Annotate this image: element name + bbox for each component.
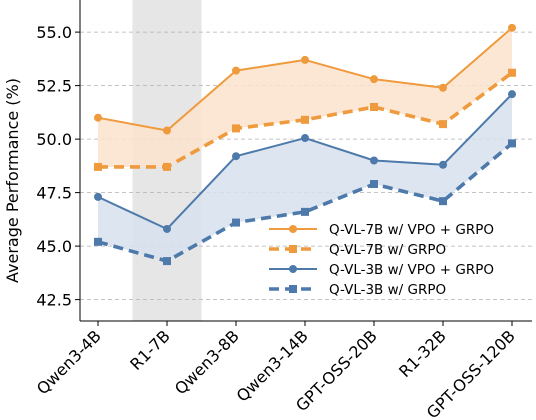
y-tick-label: 55.0 bbox=[36, 23, 72, 42]
data-point bbox=[232, 152, 240, 161]
x-tick-label: Qwen3-8B bbox=[171, 326, 243, 398]
data-point bbox=[508, 90, 516, 99]
data-point bbox=[439, 197, 447, 206]
data-point bbox=[301, 134, 309, 143]
data-point bbox=[508, 23, 516, 32]
data-point bbox=[163, 224, 171, 233]
legend-marker bbox=[289, 265, 297, 273]
data-point bbox=[439, 83, 447, 92]
data-point bbox=[163, 126, 171, 135]
x-tick-label: Qwen3-4B bbox=[33, 326, 105, 398]
data-point bbox=[163, 257, 171, 266]
legend-label: Q-VL-3B w/ GRPO bbox=[329, 282, 446, 298]
data-point bbox=[370, 156, 378, 165]
data-point bbox=[232, 218, 240, 227]
data-point bbox=[439, 120, 447, 129]
data-point bbox=[370, 180, 378, 189]
data-point bbox=[94, 237, 102, 246]
legend-marker bbox=[289, 225, 297, 233]
data-point bbox=[232, 66, 240, 75]
data-point bbox=[370, 75, 378, 84]
data-point bbox=[232, 124, 240, 133]
legend-label: Q-VL-3B w/ VPO + GRPO bbox=[329, 262, 494, 278]
data-point bbox=[94, 192, 102, 201]
y-axis-title: Average Performance (%) bbox=[3, 78, 22, 283]
legend-label: Q-VL-7B w/ VPO + GRPO bbox=[329, 222, 494, 238]
data-point bbox=[301, 207, 309, 216]
y-tick-label: 45.0 bbox=[36, 237, 72, 256]
shaded-band bbox=[98, 27, 512, 167]
data-point bbox=[301, 55, 309, 64]
data-point bbox=[370, 103, 378, 111]
data-point bbox=[301, 115, 309, 124]
data-point bbox=[94, 162, 102, 171]
legend-label: Q-VL-7B w/ GRPO bbox=[329, 242, 446, 258]
y-tick-label: 52.5 bbox=[36, 77, 72, 96]
y-tick-label: 42.5 bbox=[36, 291, 72, 310]
data-point bbox=[508, 68, 516, 77]
data-point bbox=[439, 160, 447, 169]
data-point bbox=[94, 113, 102, 122]
x-tick-label: R1-32B bbox=[395, 326, 450, 381]
shaded-band bbox=[98, 94, 512, 262]
y-tick-label: 47.5 bbox=[36, 184, 72, 203]
legend-marker bbox=[289, 285, 297, 293]
data-point bbox=[508, 139, 516, 148]
data-point bbox=[163, 162, 171, 171]
x-tick-label: R1-7B bbox=[126, 326, 174, 374]
legend-marker bbox=[289, 245, 297, 253]
y-tick-label: 50.0 bbox=[36, 130, 72, 149]
